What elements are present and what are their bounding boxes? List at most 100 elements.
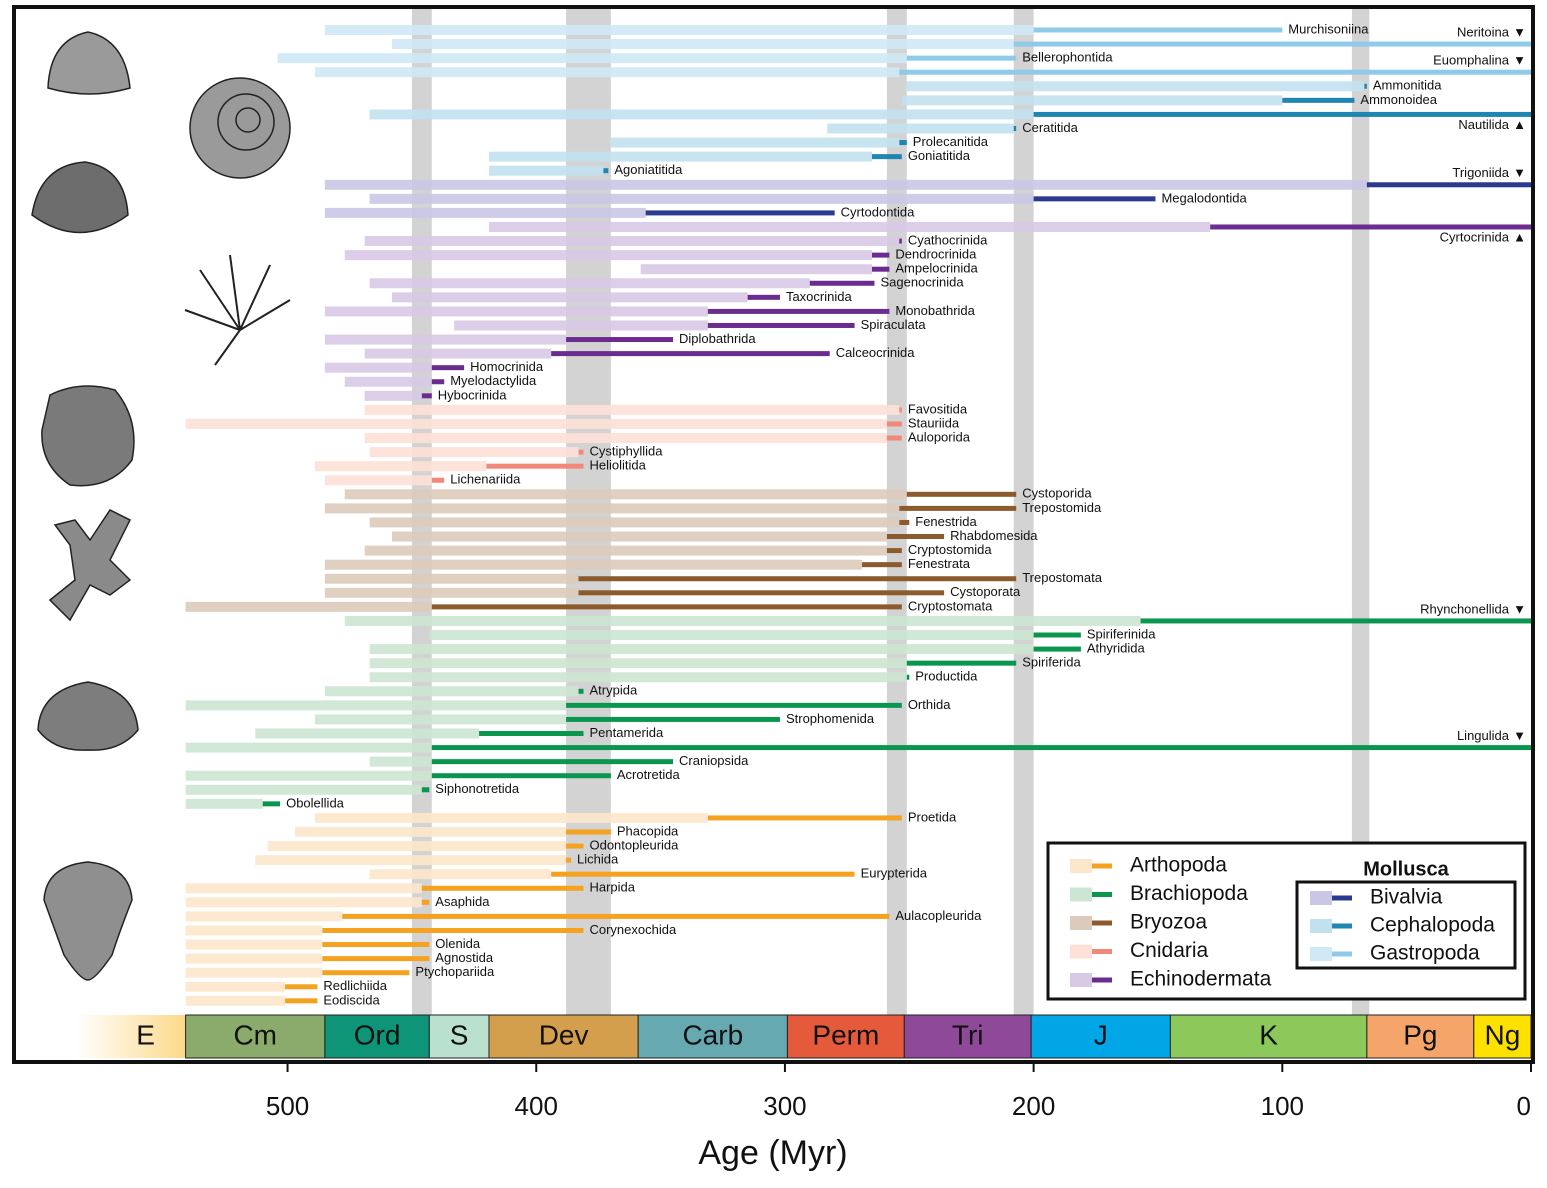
order-label: Dendrocrinida: [895, 247, 977, 262]
order-label: Eodiscida: [323, 992, 380, 1007]
order-label: Homocrinida: [470, 359, 544, 374]
legend-swatch-dark: [1092, 892, 1112, 897]
order-label: Rhynchonellida: [1420, 601, 1510, 616]
order-label: Auloporida: [908, 429, 971, 444]
range-bar: [369, 278, 810, 289]
order-bar: [899, 505, 1017, 511]
period: [1473, 1014, 1532, 1059]
order-label: Cyathocrinida: [908, 232, 988, 247]
order-bar: [1013, 41, 1531, 47]
order-bar: [566, 716, 780, 722]
order-label: Cystoporida: [1022, 486, 1092, 501]
range-bar: [277, 53, 907, 64]
bryozoan: [48, 509, 132, 622]
order-label: Rhabdomesida: [950, 528, 1038, 543]
order-label: Megalodontida: [1161, 190, 1247, 205]
order-bar: [578, 576, 1017, 582]
period-label: E: [136, 1019, 155, 1050]
order-bar: [421, 393, 432, 399]
order-bar: [747, 294, 780, 300]
period: [488, 1014, 639, 1059]
order-bar: [1033, 196, 1156, 202]
order-bar: [1033, 111, 1531, 117]
order-bar: [1366, 182, 1531, 188]
legend-label: Brachiopoda: [1130, 882, 1248, 905]
order-label: Murchisoniina: [1288, 21, 1369, 36]
order-label: Hybocrinida: [438, 387, 507, 402]
order-marker: ▼: [1513, 53, 1526, 68]
order-bar: [906, 660, 1017, 666]
order-bar: [566, 337, 674, 343]
period: [1030, 1014, 1171, 1059]
order-bar: [421, 899, 430, 905]
order-label: Lichida: [577, 852, 619, 867]
range-bar: [185, 418, 887, 429]
order-marker: ▼: [1513, 601, 1526, 616]
order-bar: [899, 407, 902, 413]
order-bar: [1210, 224, 1531, 230]
range-bar: [324, 207, 646, 218]
order-bar: [1033, 646, 1081, 652]
legend-swatch-light: [1070, 887, 1092, 902]
order-bar: [431, 745, 1531, 751]
order-label: Atrypida: [589, 683, 637, 698]
order-bar: [431, 773, 611, 779]
legend-swatch-dark: [1332, 895, 1352, 901]
order-label: Ampelocrinida: [895, 261, 978, 276]
period: [786, 1014, 905, 1059]
range-bar: [369, 517, 900, 528]
order-label: Spiraculata: [861, 317, 927, 332]
order-label: Spiriferinida: [1087, 626, 1156, 641]
crinoid: [184, 254, 291, 366]
range-bar: [369, 109, 1034, 120]
order-bar: [431, 604, 902, 610]
order-label: Diplobathrida: [679, 331, 756, 346]
order-bar: [578, 688, 584, 694]
order-bar: [431, 379, 445, 385]
range-bar: [369, 672, 907, 683]
period-label: Tri: [952, 1019, 984, 1050]
order-bar: [871, 266, 890, 272]
range-bar: [324, 503, 900, 514]
order-bar: [486, 463, 584, 469]
order-bar: [551, 351, 830, 357]
range-bar: [324, 334, 567, 345]
fossil-illustrations: [31, 31, 291, 981]
order-bar: [479, 731, 584, 736]
trilobite: [43, 861, 133, 981]
order-bar: [1033, 27, 1283, 33]
order-label: Productida: [915, 669, 978, 684]
order-bar: [566, 843, 584, 849]
range-bar: [364, 390, 422, 401]
order-label: Strophomenida: [786, 711, 875, 726]
order-label: Neritoina: [1457, 25, 1510, 40]
extinction-band: [1013, 9, 1034, 1015]
order-bar: [707, 815, 902, 821]
range-bar: [185, 784, 422, 795]
ammonite-whorl: [217, 93, 275, 151]
range-bar: [185, 911, 343, 922]
period: [903, 1014, 1032, 1059]
legend-swatch-dark: [1092, 920, 1112, 926]
order-bar: [906, 674, 910, 680]
legend-swatch-light: [1310, 919, 1332, 933]
order-label: Trepostomata: [1022, 570, 1102, 585]
legend-label: Arthopoda: [1130, 854, 1227, 877]
order-label: Trigoniida: [1452, 165, 1509, 180]
order-bar: [322, 942, 430, 948]
order-label: Fenestrata: [908, 556, 971, 571]
range-bar: [185, 601, 432, 612]
order-bar: [886, 435, 902, 441]
order-label: Nautilida: [1458, 117, 1509, 132]
order-label: Lingulida: [1457, 728, 1510, 743]
legend-swatch-light: [1310, 947, 1332, 961]
period-label: Perm: [812, 1019, 879, 1050]
range-bar: [324, 306, 708, 317]
order-label: Odontopleurida: [589, 837, 679, 852]
period-label: Carb: [682, 1019, 743, 1050]
period-label: Dev: [539, 1019, 589, 1050]
period-label: S: [450, 1019, 469, 1050]
order-label: Olenida: [435, 936, 481, 951]
range-bar: [369, 447, 579, 458]
